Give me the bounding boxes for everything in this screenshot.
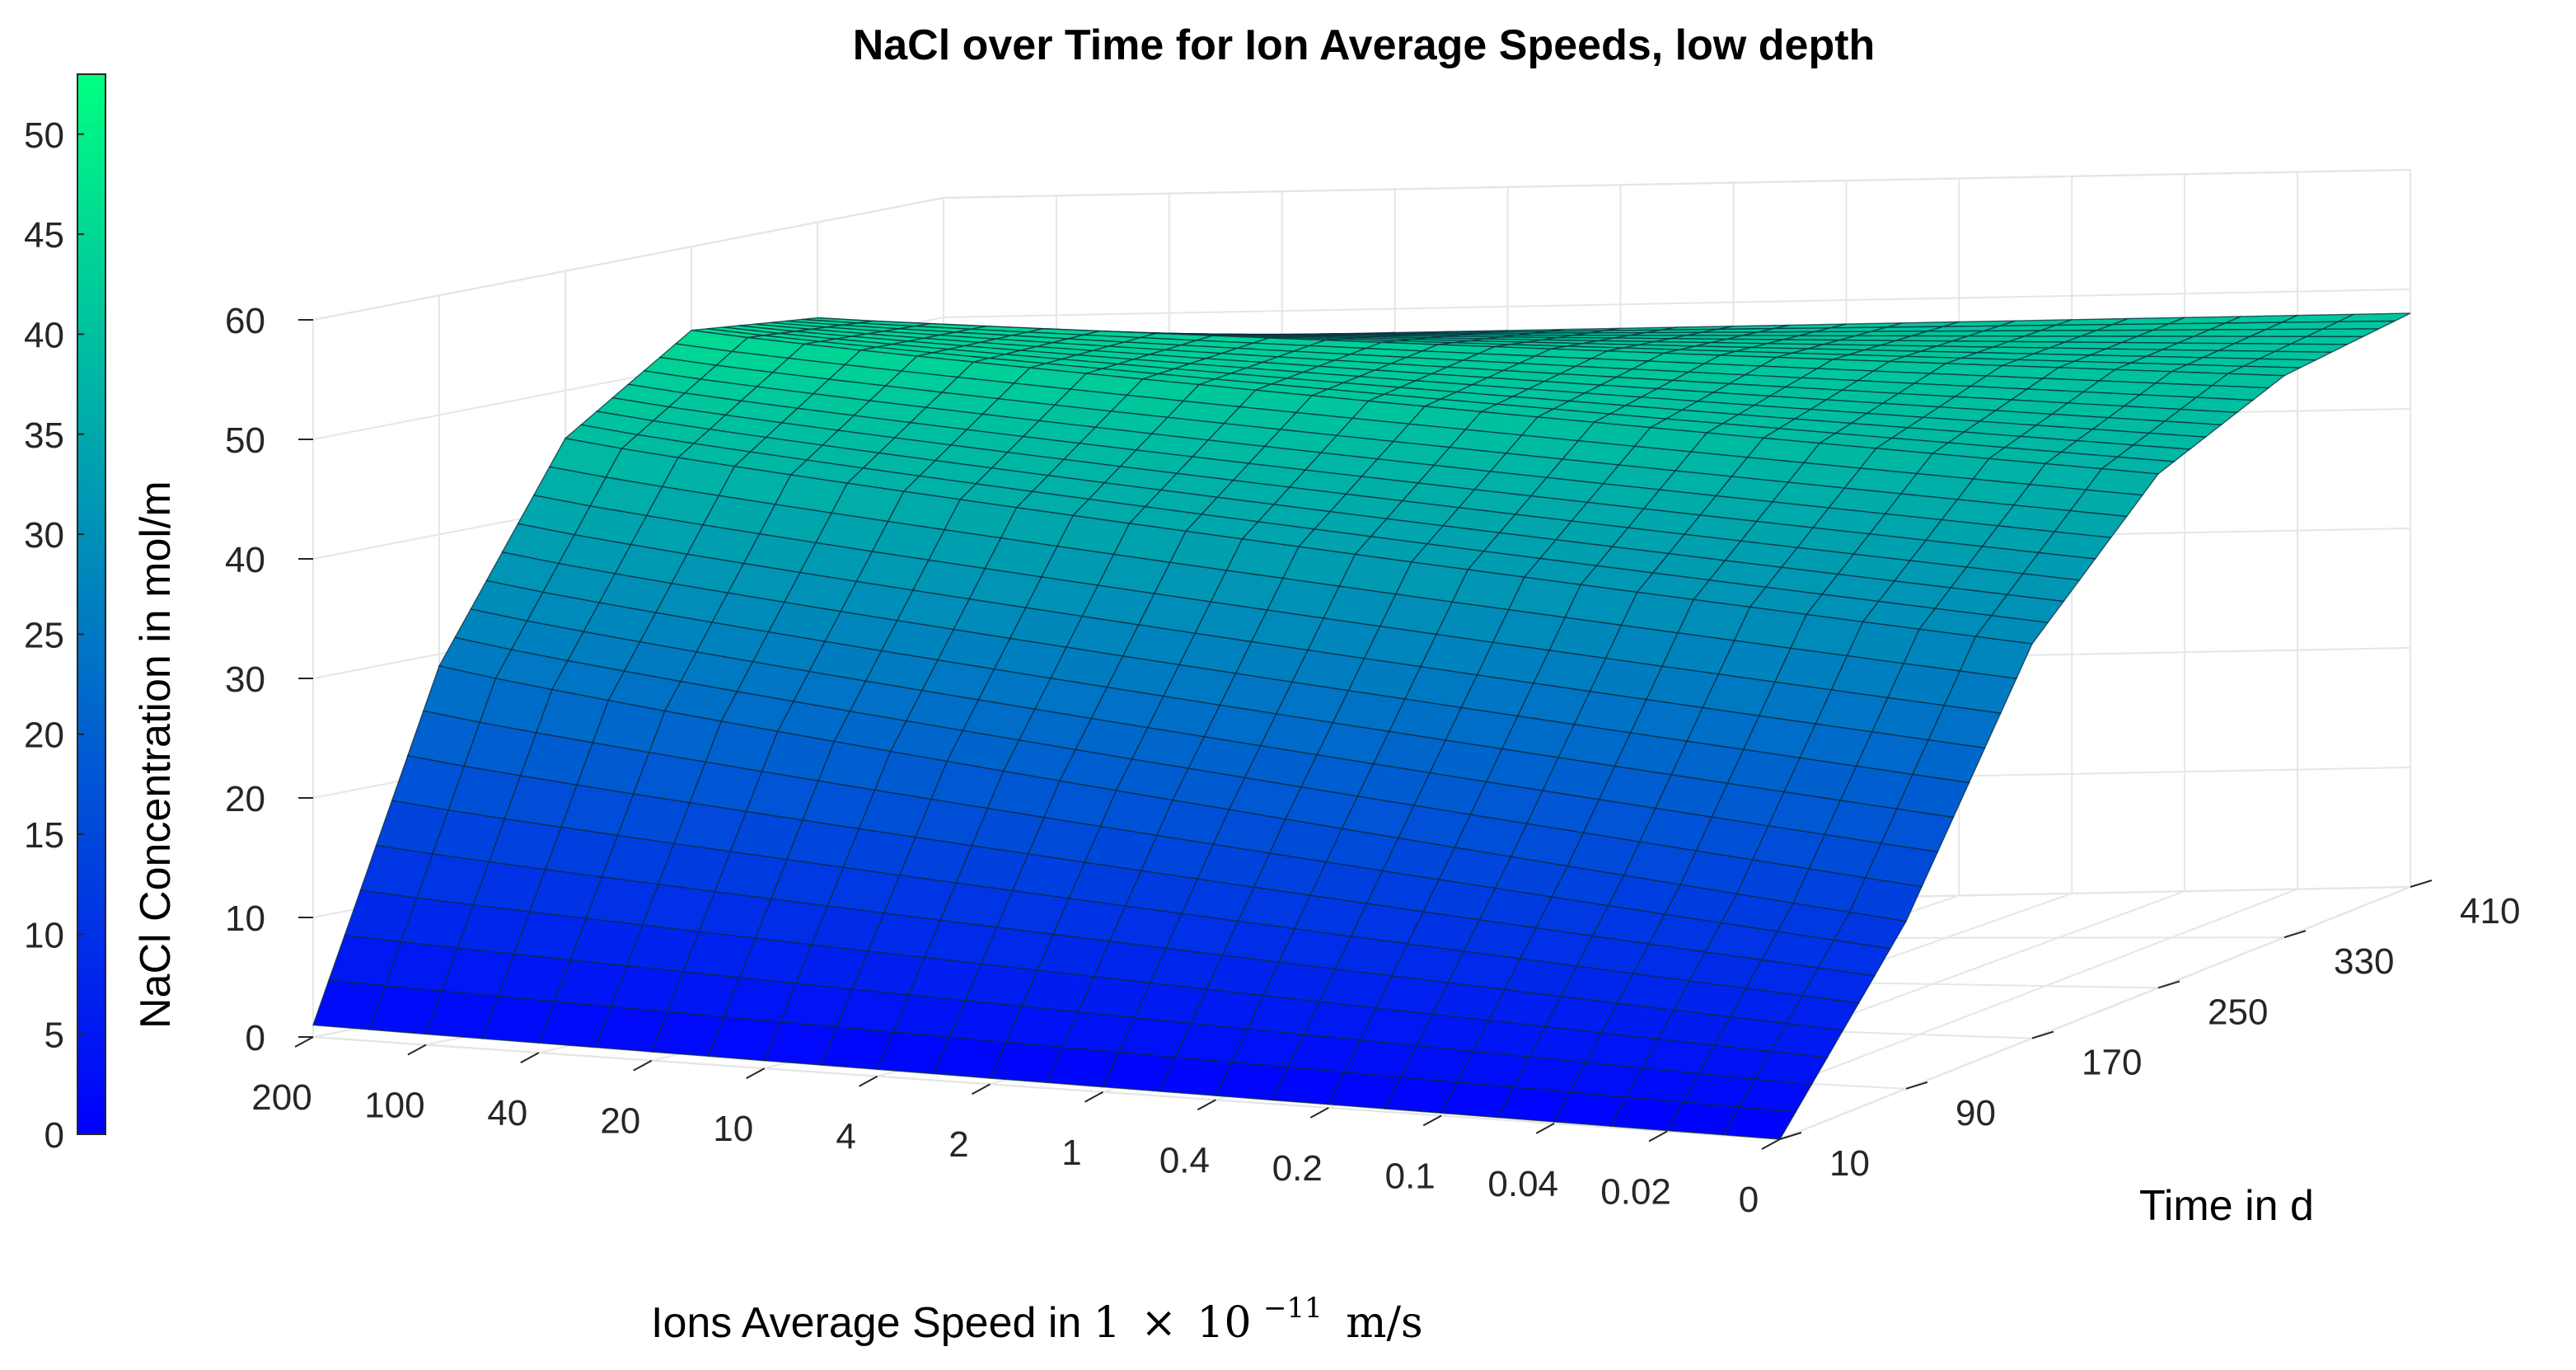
x-tick-mark xyxy=(859,1075,878,1087)
colorbar-tick-label: 10 xyxy=(24,915,64,955)
y-axis-label: Time in d xyxy=(2139,1182,2314,1230)
z-tick-label: 60 xyxy=(225,301,265,341)
x-axis-label-coefficient: 1 xyxy=(1094,1298,1121,1348)
colorbar-tick-label: 20 xyxy=(24,715,64,756)
y-tick-mark xyxy=(2031,1030,2054,1039)
x-tick-mark xyxy=(972,1083,991,1096)
z-tick-label: 20 xyxy=(225,779,265,819)
x-tick-mark xyxy=(1761,1138,1781,1150)
x-tick-label: 0.04 xyxy=(1487,1164,1558,1204)
x-tick-label: 40 xyxy=(487,1093,527,1133)
x-tick-label: 4 xyxy=(836,1117,855,1157)
y-tick-label: 10 xyxy=(1829,1143,1870,1184)
colorbar-tick-label: 15 xyxy=(24,815,64,856)
x-axis-label-unit: m/s xyxy=(1346,1298,1423,1348)
x-axis-label: Ions Average Speed in 1 × 10 −11 m/s xyxy=(651,1279,1423,1348)
z-tick-label: 30 xyxy=(225,659,265,700)
x-tick-label: 20 xyxy=(600,1101,640,1142)
x-tick-mark xyxy=(1309,1106,1329,1119)
y-tick-mark xyxy=(2283,930,2307,939)
x-tick-mark xyxy=(1422,1114,1442,1127)
y-tick-label: 330 xyxy=(2334,941,2394,982)
x-tick-mark xyxy=(1535,1123,1555,1134)
y-tick-mark xyxy=(2410,880,2433,888)
x-tick-mark xyxy=(746,1067,766,1080)
colorbar-gradient xyxy=(77,73,106,1135)
y-axis-ticks: 10 90 170 250 330 410 xyxy=(1779,880,2520,1184)
chart-title: NaCl over Time for Ion Average Speeds, l… xyxy=(853,21,1876,69)
y-tick-label: 410 xyxy=(2460,891,2520,931)
surface-cell xyxy=(1722,1106,1797,1140)
x-tick-label: 0.02 xyxy=(1600,1172,1671,1213)
x-tick-label: 0.1 xyxy=(1385,1156,1436,1196)
x-tick-mark xyxy=(1648,1130,1668,1142)
x-tick-mark xyxy=(1084,1091,1103,1103)
x-tick-mark xyxy=(407,1044,427,1056)
x-tick-mark xyxy=(520,1052,540,1063)
x-tick-label: 100 xyxy=(364,1086,424,1126)
colorbar-tick-label: 25 xyxy=(24,615,64,655)
y-tick-mark xyxy=(1779,1132,1802,1140)
x-tick-mark xyxy=(633,1059,653,1072)
y-tick-label: 170 xyxy=(2082,1043,2142,1083)
x-axis-label-times: × xyxy=(1140,1298,1177,1348)
colorbar-tick-label: 5 xyxy=(44,1016,64,1056)
z-tick-label: 40 xyxy=(225,540,265,580)
x-tick-label: 0 xyxy=(1739,1180,1759,1220)
x-axis-label-prefix: Ions Average Speed in xyxy=(651,1299,1094,1347)
x-tick-label: 10 xyxy=(713,1109,753,1149)
y-tick-mark xyxy=(2157,980,2180,989)
colorbar-tick-label: 30 xyxy=(24,515,64,556)
colorbar-tick-label: 0 xyxy=(44,1115,64,1156)
z-axis-label: NaCl Concentration in mol/m xyxy=(132,481,180,1029)
colorbar-tick-label: 45 xyxy=(24,215,64,256)
colorbar-tick-label: 35 xyxy=(24,415,64,456)
y-tick-label: 250 xyxy=(2208,992,2268,1032)
concentration-surface xyxy=(312,312,2411,1140)
colorbar-tick-label: 50 xyxy=(24,115,64,156)
y-tick-label: 90 xyxy=(1955,1093,1996,1133)
x-tick-mark xyxy=(294,1036,314,1048)
z-tick-label: 50 xyxy=(225,420,265,461)
x-axis-label-exponent: −11 xyxy=(1263,1292,1323,1325)
z-tick-label: 0 xyxy=(246,1018,265,1058)
svg-text:Ions Average Speed in 1: Ions Average Speed in 1 × 10 −11 m/s xyxy=(651,1279,1423,1348)
x-tick-mark xyxy=(1197,1099,1216,1111)
x-tick-label: 0.2 xyxy=(1272,1148,1323,1189)
colorbar: 0 5 10 15 20 25 30 35 40 45 50 xyxy=(24,73,106,1156)
x-axis-ticks: 200 100 40 20 10 4 2 1 0.4 0.2 0.1 0.04 0.02 0 xyxy=(251,1036,1781,1220)
x-axis-label-base: 10 xyxy=(1197,1298,1251,1348)
x-tick-label: 0.4 xyxy=(1159,1140,1210,1180)
z-tick-label: 10 xyxy=(225,898,265,939)
y-tick-mark xyxy=(1905,1081,1928,1090)
x-tick-label: 1 xyxy=(1061,1133,1081,1173)
x-tick-label: 2 xyxy=(948,1124,968,1165)
colorbar-tick-label: 40 xyxy=(24,315,64,355)
z-axis-ticks: 0 10 20 30 40 50 60 xyxy=(225,301,313,1058)
x-tick-label: 200 xyxy=(251,1077,311,1118)
